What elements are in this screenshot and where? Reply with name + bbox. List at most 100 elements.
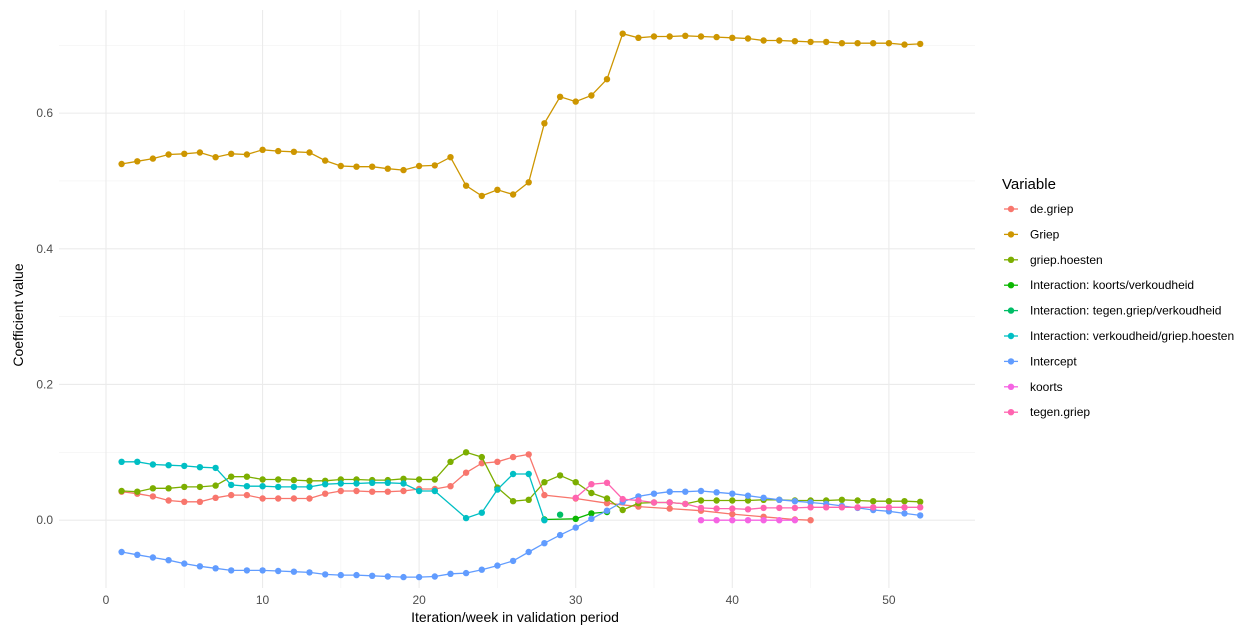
data-point [588,92,595,99]
series-Interaction: koorts/verkoudheid [541,508,611,523]
data-point [149,155,157,162]
data-point [603,500,611,507]
series-tegen.griep [572,479,924,513]
data-point [494,186,501,193]
y-tick-label: 0.4 [36,242,53,256]
series-lines [118,30,924,581]
data-point [118,458,125,465]
data-point [760,517,767,524]
data-point [838,40,846,47]
data-point [525,496,532,503]
data-point [541,517,548,524]
legend-key-point [1007,282,1015,289]
data-point [713,33,720,41]
data-point [870,40,877,47]
data-point [603,507,611,514]
data-point [134,488,141,495]
data-point [369,163,376,170]
data-point [415,162,423,170]
data-point [196,483,204,491]
legend-key-point [1007,332,1015,340]
data-point [525,470,532,478]
data-point [337,487,344,495]
data-point [400,487,407,495]
data-point [243,151,251,158]
data-point [713,517,720,524]
y-tick-label: 0.2 [36,377,53,391]
data-point [400,480,407,487]
data-point [494,486,501,493]
data-point [556,93,564,101]
data-point [854,504,861,511]
data-point [729,497,736,504]
data-point [462,182,470,189]
legend-label: koorts [1030,380,1063,394]
data-point [431,162,438,169]
data-point [776,517,783,524]
series-line [121,453,811,521]
data-point [353,480,360,487]
legend-item: Interaction: verkoudheid/griep.hoesten [1004,329,1234,343]
legend-item: griep.hoesten [1004,253,1103,267]
data-point [697,504,705,512]
data-point [509,453,517,461]
data-point [306,495,313,502]
data-point [901,510,908,517]
data-point [228,473,235,480]
data-point [635,34,642,41]
data-point [228,567,235,574]
data-point [181,483,188,491]
data-point [118,160,125,168]
data-point [588,481,595,488]
legend-label: Interaction: tegen.griep/verkoudheid [1030,304,1221,318]
legend-key-point [1007,358,1015,365]
data-point [181,560,188,567]
data-point [572,494,579,501]
data-point [556,472,564,479]
data-point [228,481,235,489]
legend-label: Griep [1030,227,1060,241]
data-point [181,498,188,505]
data-point [572,98,579,105]
data-point [713,489,720,496]
data-point [838,496,846,503]
data-point [838,504,846,511]
data-point [165,151,172,158]
data-point [666,488,673,495]
data-point [149,554,157,561]
legend-label: de.griep [1030,202,1074,216]
data-point [212,482,219,489]
x-tick-label: 50 [882,593,896,607]
data-point [666,33,673,40]
data-point [259,483,266,490]
legend-label: griep.hoesten [1030,253,1103,267]
data-point [415,476,423,483]
data-point [697,487,705,495]
data-point [259,567,266,574]
data-point [588,510,595,517]
data-point [729,505,736,512]
data-point [525,451,532,458]
data-point [478,509,485,516]
data-point [196,149,204,156]
data-point [572,479,579,486]
data-point [588,489,595,497]
data-point [322,571,329,578]
data-point [369,479,376,486]
data-point [854,40,861,47]
data-point [400,475,407,482]
legend-key-point [1007,409,1015,416]
data-point [760,504,767,512]
data-point [901,498,908,505]
y-tick-label: 0.0 [36,513,53,527]
data-point [134,458,141,465]
data-point [603,479,611,486]
data-point [823,504,830,511]
data-point [384,573,391,580]
data-point [462,469,470,476]
data-point [823,38,830,46]
data-point [243,491,251,499]
legend-item: Interaction: tegen.griep/verkoudheid [1004,304,1221,318]
data-point [134,551,141,558]
